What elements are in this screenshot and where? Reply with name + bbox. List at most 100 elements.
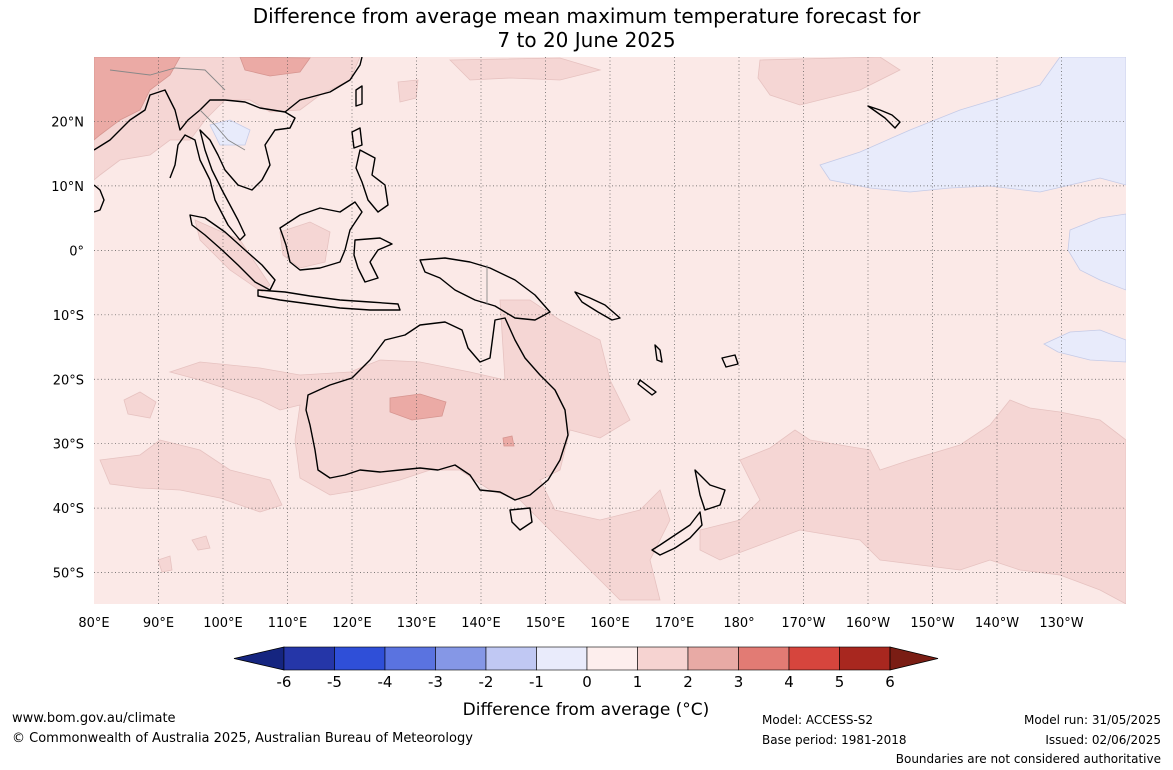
- gridlines: [94, 57, 1126, 604]
- lon-tick-label: 160°E: [590, 616, 630, 631]
- coast-fiji: [721, 354, 739, 368]
- boundary-disclaimer: Boundaries are not considered authoritat…: [895, 752, 1161, 766]
- coast-vanuatu: [654, 344, 663, 363]
- colorbar-tick-label: -3: [428, 673, 443, 691]
- anomaly-region-asia: [94, 57, 361, 181]
- coast-new-caledonia: [637, 379, 657, 396]
- lon-tick-label: 140°E: [461, 616, 501, 631]
- coast-borneo: [279, 201, 363, 271]
- colorbar: -6 -5 -4 -3 -2 -1 0 1 2 3 4 5 6: [233, 646, 939, 691]
- coast-asia-mainland: [94, 89, 296, 241]
- lat-tick-label: 40°S: [53, 502, 84, 517]
- lon-tick-label: 130°W: [1039, 616, 1083, 631]
- colorbar-tick-label: 3: [734, 673, 744, 691]
- coast-solomons: [574, 291, 621, 321]
- anomaly-region-indian-1: [123, 391, 157, 419]
- anomaly-region-wpac-1: [449, 57, 602, 81]
- coastlines: [94, 57, 901, 556]
- colorbar-tick-label: -6: [277, 673, 292, 691]
- colorbar-extend-low: [233, 646, 285, 671]
- national-borders: [109, 67, 488, 305]
- border-asia-2: [199, 109, 246, 151]
- lon-tick-label: 90°E: [143, 616, 174, 631]
- colorbar-tick-label: 2: [683, 673, 693, 691]
- longitude-labels: 80°E 90°E 100°E 110°E 120°E 130°E 140°E 150°E 16…: [78, 616, 1083, 631]
- anomaly-strong-australia: [389, 393, 447, 421]
- colorbar-tick-label: -4: [378, 673, 393, 691]
- anomaly-strong-asia: [94, 57, 181, 141]
- lat-tick-label: 30°S: [53, 438, 84, 453]
- title-line-2: 7 to 20 June 2025: [497, 28, 676, 52]
- anomaly-cool-spac-2: [1043, 329, 1126, 363]
- lat-tick-label: 10°N: [51, 180, 84, 195]
- colorbar-tick-label: 6: [885, 673, 895, 691]
- lon-tick-label: 180°: [723, 616, 754, 631]
- colorbar-swatch: [536, 646, 588, 671]
- coast-taiwan: [355, 85, 363, 107]
- lon-tick-label: 80°E: [78, 616, 109, 631]
- map-title: Difference from average mean maximum tem…: [0, 4, 1173, 52]
- website-link[interactable]: www.bom.gov.au/climate: [12, 711, 176, 726]
- anomaly-region-spac: [699, 399, 1126, 604]
- border-asia-1: [109, 67, 226, 91]
- colorbar-swatch: [485, 646, 537, 671]
- lat-tick-label: 20°N: [51, 115, 84, 130]
- coast-java: [257, 289, 401, 311]
- colorbar-swatch: [788, 646, 840, 671]
- anomaly-cool-spac-1: [1067, 213, 1126, 291]
- anomaly-region-indian-3: [191, 535, 211, 551]
- anomaly-cool-npac: [819, 57, 1126, 193]
- colorbar-swatch: [283, 646, 335, 671]
- coast-new-zealand-north: [694, 469, 726, 511]
- lon-tick-label: 130°E: [397, 616, 437, 631]
- anomaly-shading: [94, 57, 1126, 604]
- colorbar-swatch: [334, 646, 386, 671]
- colorbar-swatch: [687, 646, 739, 671]
- coast-philippines: [351, 127, 389, 213]
- colorbar-swatch: [738, 646, 790, 671]
- lat-tick-label: 50°S: [53, 567, 84, 582]
- colorbar-tick-label: 0: [582, 673, 592, 691]
- anomaly-strong-australia-2: [502, 435, 515, 447]
- anomaly-cool-indochina: [209, 119, 251, 146]
- colorbar-swatch: [435, 646, 487, 671]
- colorbar-tick-label: 5: [835, 673, 845, 691]
- coast-sulawesi: [353, 237, 393, 283]
- coast-china-east: [284, 57, 363, 113]
- colorbar-tick-label: -5: [327, 673, 342, 691]
- anomaly-region-indian-4: [157, 555, 173, 573]
- lon-tick-label: 150°W: [910, 616, 954, 631]
- colorbar-tick-label: 1: [633, 673, 643, 691]
- issued-date: Issued: 02/06/2025: [1045, 733, 1161, 747]
- anomaly-region-wpac-2: [757, 57, 901, 106]
- lon-tick-label: 170°E: [655, 616, 695, 631]
- lon-tick-label: 170°W: [781, 616, 825, 631]
- coast-new-guinea: [419, 257, 551, 321]
- anomaly-region-wpac-3: [397, 79, 419, 103]
- coast-sumatra: [189, 214, 276, 291]
- coast-tasmania: [509, 507, 533, 531]
- lat-tick-label: 10°S: [53, 309, 84, 324]
- colorbar-tick-label: 4: [784, 673, 794, 691]
- colorbar-swatch: [586, 646, 638, 671]
- lat-tick-label: 0°: [69, 244, 84, 259]
- lon-tick-label: 140°W: [975, 616, 1019, 631]
- anomaly-region-indian-2: [99, 439, 283, 513]
- anomaly-region-australia: [168, 299, 671, 601]
- title-line-1: Difference from average mean maximum tem…: [252, 4, 921, 28]
- lon-tick-label: 150°E: [526, 616, 566, 631]
- colorbar-swatch: [839, 646, 891, 671]
- colorbar-title: Difference from average (°C): [463, 700, 710, 720]
- lon-tick-label: 100°E: [203, 616, 243, 631]
- colorbar-tick-label: -1: [529, 673, 544, 691]
- anomaly-region-borneo: [279, 221, 331, 269]
- colorbar-swatch: [637, 646, 689, 671]
- coast-india-tip: [94, 184, 105, 213]
- latitude-labels: 20°N 10°N 0° 10°S 20°S 30°S 40°S 50°S: [51, 115, 84, 581]
- colorbar-tick-label: -2: [479, 673, 494, 691]
- model-name: Model: ACCESS-S2: [762, 713, 874, 727]
- colorbar-swatch: [384, 646, 436, 671]
- lon-tick-label: 160°W: [846, 616, 890, 631]
- anomaly-strong-asia-2: [239, 57, 311, 77]
